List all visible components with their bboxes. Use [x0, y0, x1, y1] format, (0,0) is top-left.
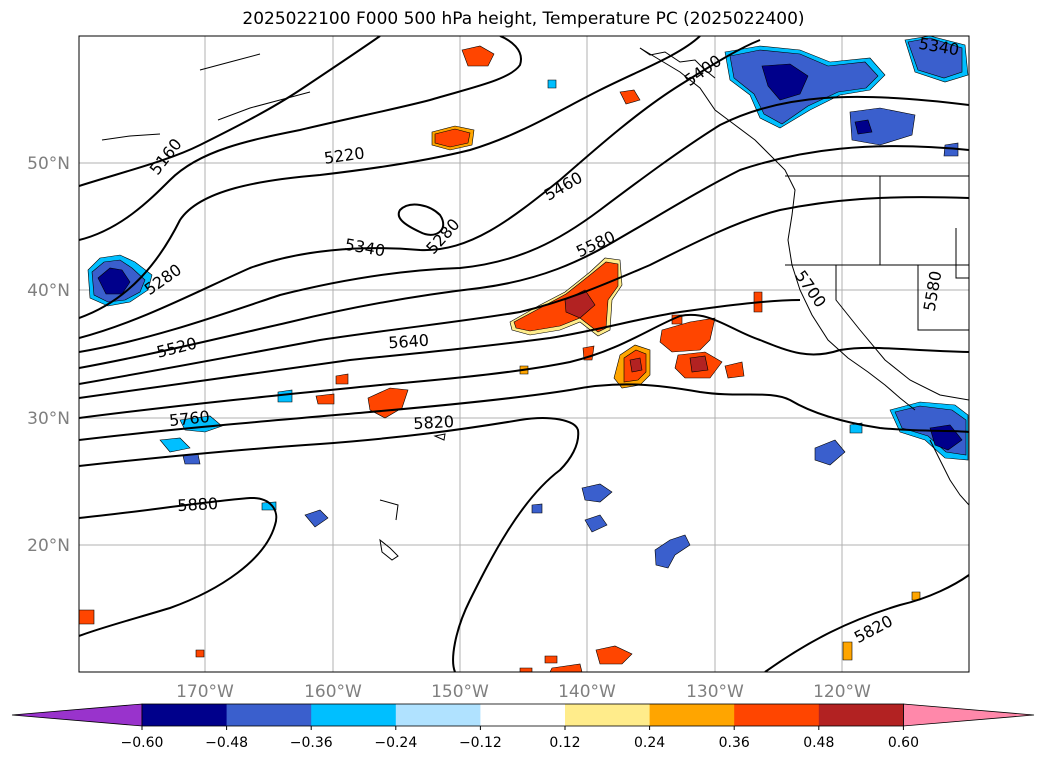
lon-label: 160°W: [304, 682, 362, 702]
latitude-labels: 50°N 40°N 30°N 20°N: [27, 154, 70, 556]
colorbar-tick-label: 0.60: [888, 735, 919, 751]
lat-label: 20°N: [27, 536, 70, 556]
longitude-labels: 170°W 160°W 150°W 140°W 130°W 120°W: [176, 682, 871, 702]
colorbar-segment: [226, 704, 312, 726]
colorbar-border: [141, 703, 904, 727]
lat-label: 30°N: [27, 409, 70, 429]
coastlines: [101, 47, 969, 561]
colorbar-tick-label: −0.36: [290, 735, 333, 751]
colorbar-segment: [734, 704, 820, 726]
lon-label: 150°W: [431, 682, 489, 702]
map-area: [79, 36, 969, 672]
colorbar-tick-label: 0.36: [719, 735, 750, 751]
lon-label: 130°W: [686, 682, 744, 702]
contour-label: 5340: [917, 34, 960, 60]
colorbar-segment: [142, 704, 228, 726]
map-border: [78, 35, 970, 673]
colorbar: [11, 703, 1035, 727]
gridlines: [79, 36, 969, 672]
colorbar-tick-label: 0.24: [634, 735, 665, 751]
lat-label: 40°N: [27, 281, 70, 301]
colorbar-extend-low: [11, 703, 143, 727]
lon-label: 170°W: [176, 682, 234, 702]
colorbar-ticks: −0.60 −0.48 −0.36 −0.24 −0.12 0.12 0.24 0.36 0.4…: [121, 726, 919, 751]
lon-label: 140°W: [558, 682, 616, 702]
map-title: 2025022100 F000 500 hPa height, Temperat…: [242, 9, 805, 29]
lat-label: 50°N: [27, 154, 70, 174]
colorbar-tick-label: −0.48: [205, 735, 248, 751]
colorbar-segment: [565, 704, 651, 726]
colorbar-tick-label: 0.12: [549, 735, 580, 751]
height-contours: [79, 36, 969, 672]
colorbar-segment: [818, 704, 904, 726]
contour-label: 5880: [177, 494, 219, 515]
colorbar-segment: [395, 704, 481, 726]
colorbar-tick-label: −0.12: [459, 735, 502, 751]
contour-label: 5760: [168, 407, 210, 430]
colorbar-segment: [311, 704, 397, 726]
contour-label: 5640: [388, 331, 430, 353]
colorbar-extend-high: [903, 703, 1035, 727]
contour-label: 5820: [413, 412, 455, 433]
lon-label: 120°W: [813, 682, 871, 702]
colorbar-segment: [649, 704, 735, 726]
colorbar-tick-label: −0.60: [121, 735, 164, 751]
cold-anomaly-patches: [87, 36, 969, 569]
colorbar-tick-label: 0.48: [803, 735, 834, 751]
colorbar-segment: [480, 704, 566, 726]
colorbar-tick-label: −0.24: [374, 735, 417, 751]
